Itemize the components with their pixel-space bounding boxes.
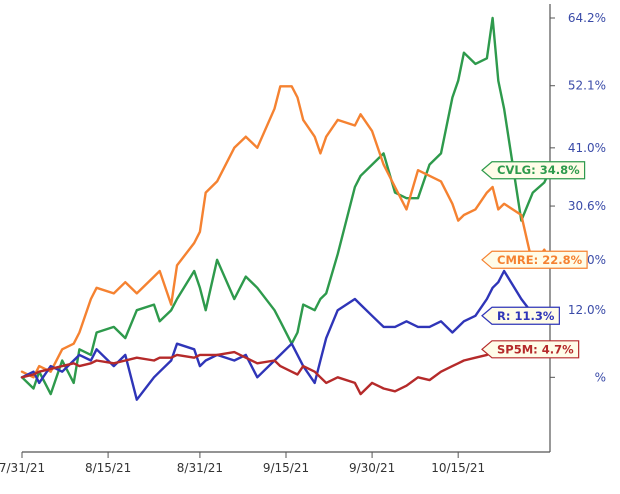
series-label-cmre: CMRE: 22.8%: [481, 250, 588, 269]
x-tick-label: 10/15/21: [431, 461, 485, 475]
y-tick-label: %: [595, 370, 606, 384]
series-label-text: R: 11.3%: [497, 309, 555, 323]
x-tick-label: 9/15/21: [263, 461, 309, 475]
y-tick-label: 52.1%: [568, 79, 606, 93]
series-line-sp5m: [20, 348, 552, 396]
series-label-text: CMRE: 22.8%: [497, 253, 583, 267]
series-label-text: SP5M: 4.7%: [497, 342, 574, 356]
series-end-labels: CVLG: 34.8% CMRE: 22.8% R: 11.3% SP5M: 4.7%: [481, 161, 588, 359]
y-tick-label: 41.0%: [568, 141, 606, 155]
y-tick-label: 64.2%: [568, 11, 606, 25]
x-tick-label: 8/31/21: [177, 461, 223, 475]
series-line-r: [20, 269, 552, 401]
series-label-box: [481, 250, 588, 269]
series-label-cvlg: CVLG: 34.8%: [481, 161, 586, 180]
x-tick-label: 7/31/21: [0, 461, 45, 475]
series-line-cvlg: [20, 16, 552, 396]
x-tick-labels: 7/31/21 8/15/21 8/31/21 9/15/21 9/30/21 10/15…: [0, 461, 485, 475]
y-tick-labels: 64.2%52.1%41.0%30.6%21.0%12.0%%: [568, 11, 606, 384]
series-label-text: CVLG: 34.8%: [497, 163, 580, 177]
series-lines: [20, 16, 552, 401]
x-tick-marks: [21, 452, 459, 458]
y-tick-label: 12.0%: [568, 303, 606, 317]
series-label-box: [481, 340, 580, 359]
series-label-sp5m: SP5M: 4.7%: [481, 340, 580, 359]
series-label-r: R: 11.3%: [481, 306, 560, 325]
plot-background: [22, 4, 550, 452]
x-tick-label: 9/30/21: [349, 461, 395, 475]
y-tick-label: 30.6%: [568, 199, 606, 213]
series-label-box: [481, 161, 586, 180]
series-line-cmre: [20, 85, 552, 379]
series-label-box: [481, 306, 560, 325]
x-tick-label: 8/15/21: [85, 461, 131, 475]
